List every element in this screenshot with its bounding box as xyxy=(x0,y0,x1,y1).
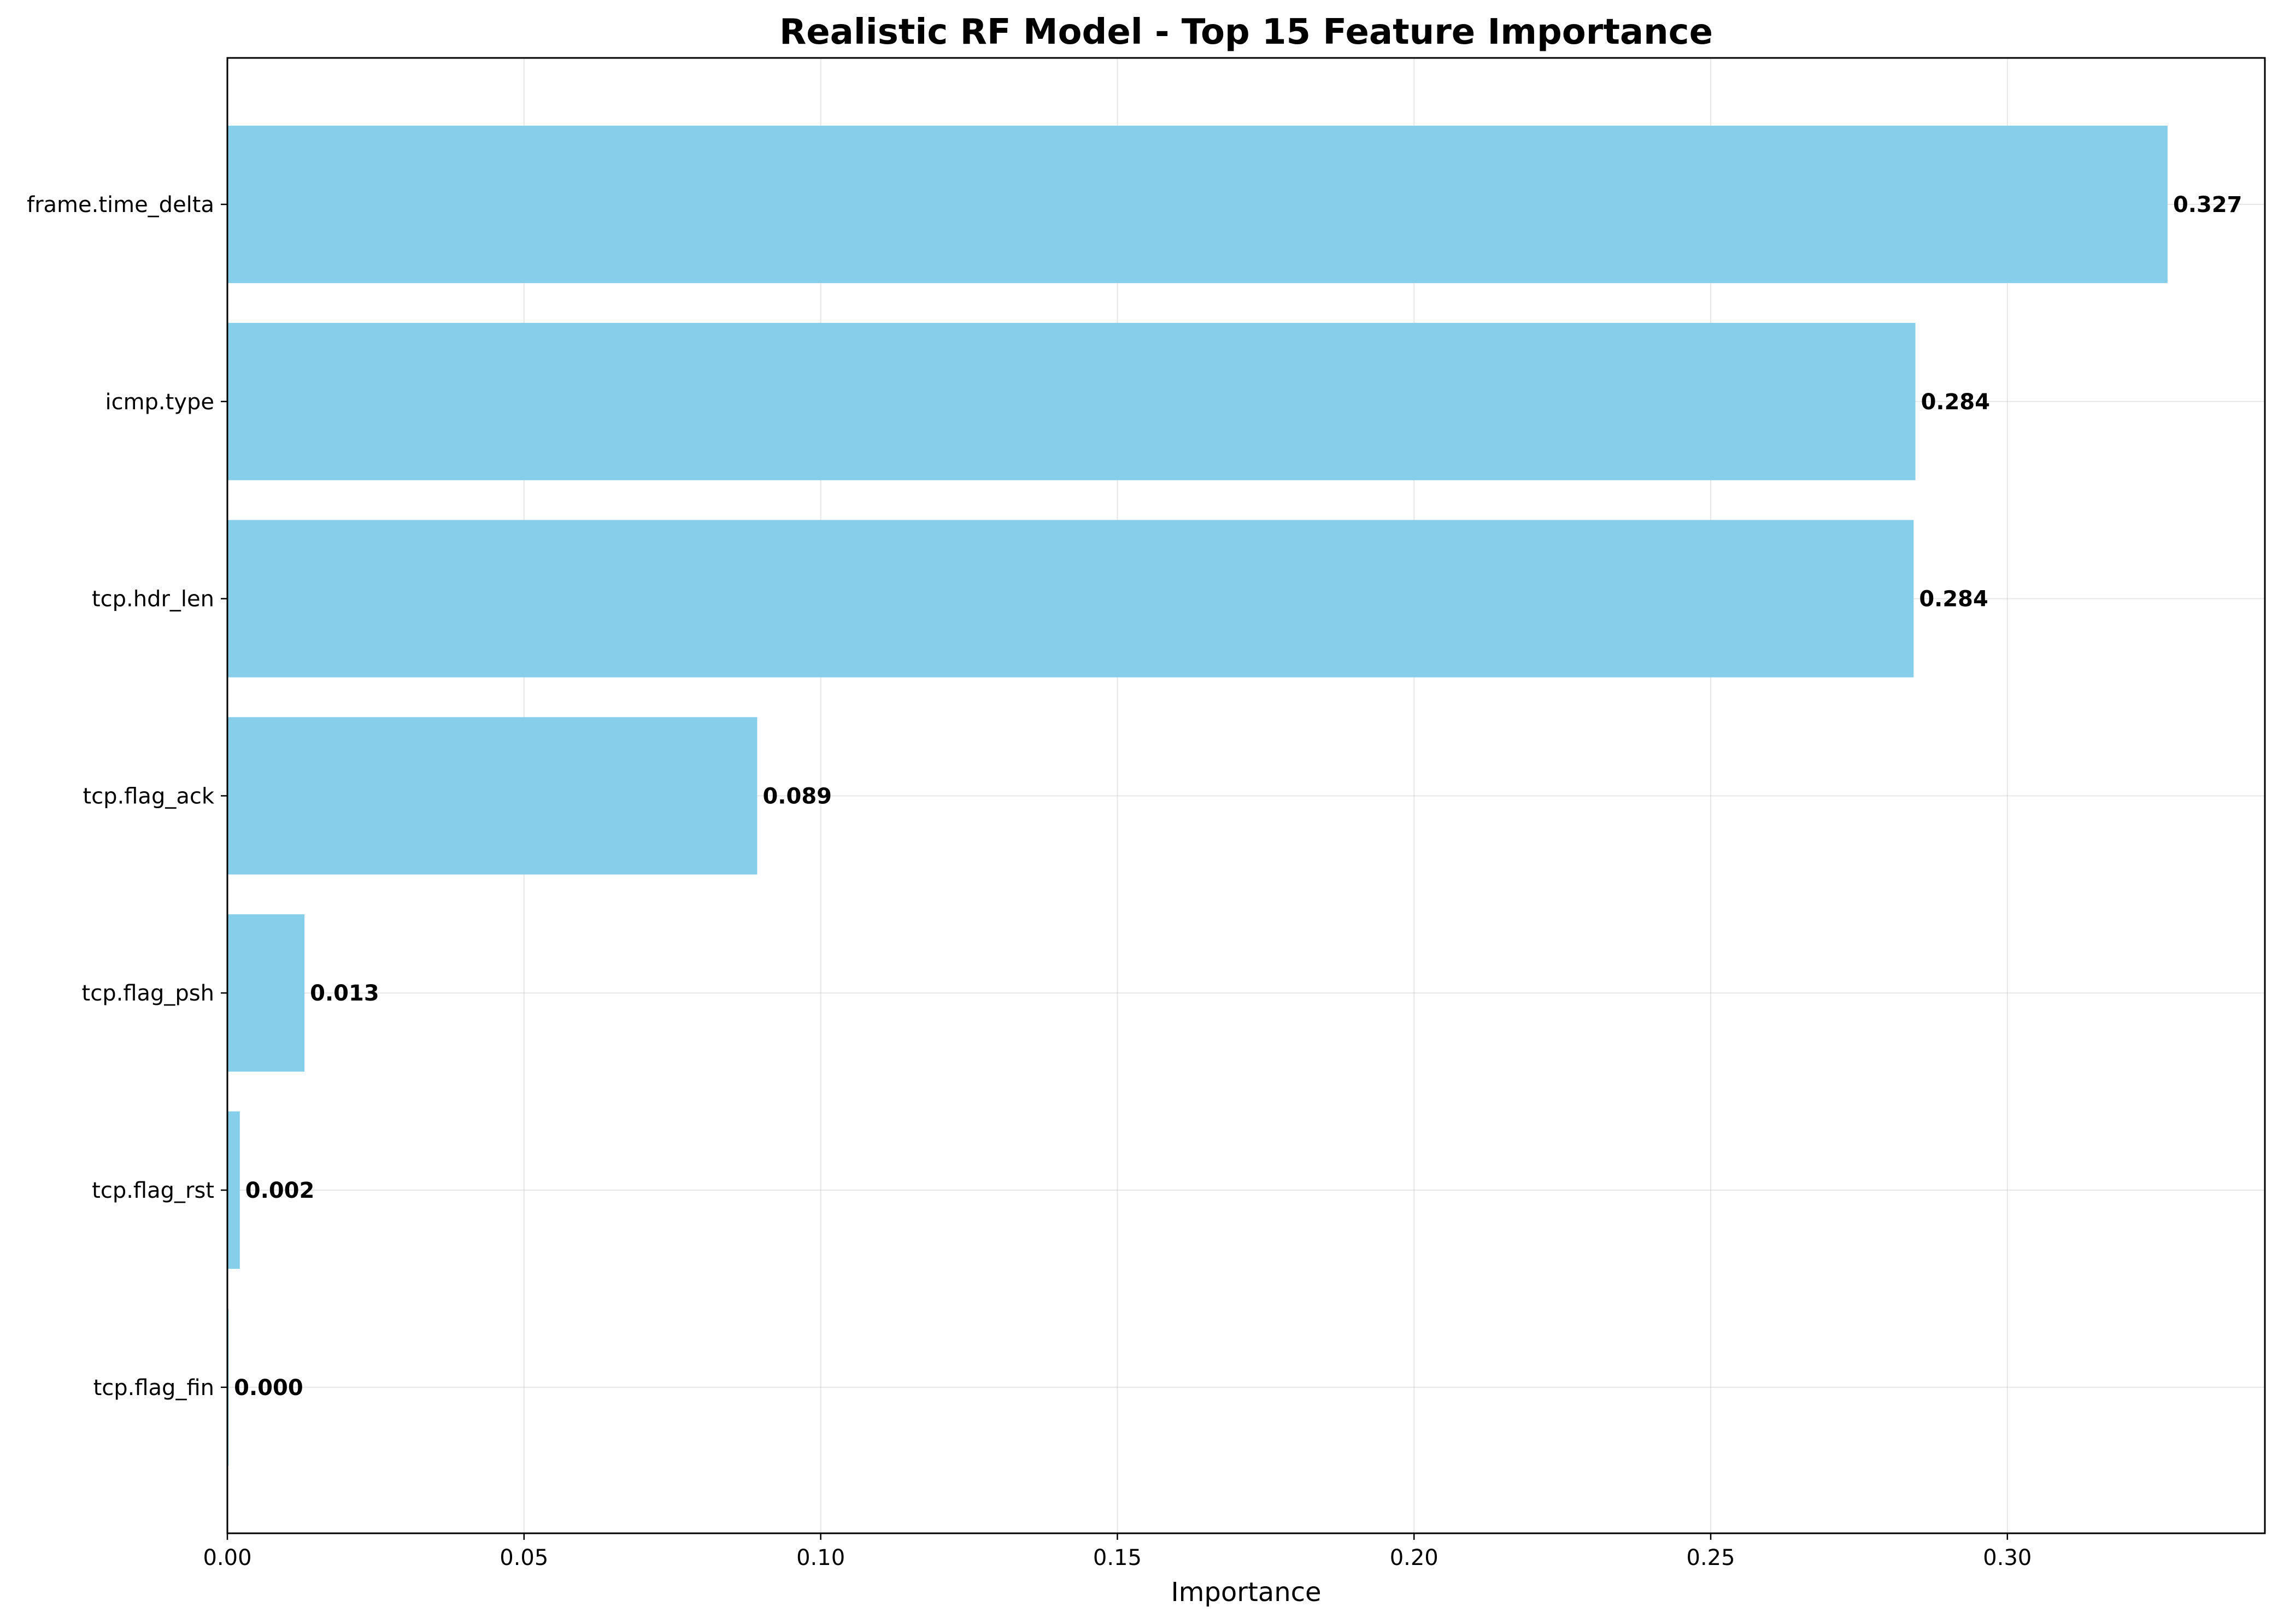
bar-value-label: 0.002 xyxy=(245,1178,315,1203)
x-tick-label: 0.10 xyxy=(796,1545,845,1570)
chart-title: Realistic RF Model - Top 15 Feature Impo… xyxy=(779,12,1713,52)
y-tick-label: frame.time_delta xyxy=(27,192,214,217)
y-tick-label: tcp.flag_psh xyxy=(82,981,214,1006)
x-tick-label: 0.00 xyxy=(203,1545,251,1570)
y-tick-label: tcp.flag_fin xyxy=(93,1375,214,1401)
bar-value-label: 0.284 xyxy=(1919,587,1988,612)
bar xyxy=(227,126,2168,283)
x-tick-label: 0.25 xyxy=(1687,1545,1735,1570)
ticks-layer: 0.00 0.05 0.10 0.15 0.20 0.25 0.30 frame.time_d… xyxy=(27,192,2032,1570)
bar xyxy=(227,1111,240,1269)
bar-value-label: 0.327 xyxy=(2173,192,2242,217)
bar-value-label: 0.089 xyxy=(762,784,832,809)
y-tick-label: icmp.type xyxy=(105,390,214,415)
bar xyxy=(227,717,758,875)
x-tick-label: 0.05 xyxy=(500,1545,548,1570)
y-tick-label: tcp.hdr_len xyxy=(92,587,214,612)
bar xyxy=(227,520,1914,678)
x-tick-label: 0.20 xyxy=(1390,1545,1439,1570)
data-labels-layer: 0.327 0.284 0.284 0.089 0.013 0.002 0.000 xyxy=(234,192,2242,1401)
bar-value-label: 0.284 xyxy=(1921,390,1991,415)
x-tick-label: 0.30 xyxy=(1983,1545,2032,1570)
bar xyxy=(227,914,305,1072)
bars-layer xyxy=(227,126,2168,1466)
bar-value-label: 0.000 xyxy=(234,1375,303,1401)
x-tick-label: 0.15 xyxy=(1093,1545,1142,1570)
y-tick-label: tcp.flag_rst xyxy=(92,1178,214,1203)
x-axis-label: Importance xyxy=(1171,1577,1321,1608)
bar-value-label: 0.013 xyxy=(310,981,379,1006)
bar xyxy=(227,322,1916,480)
y-tick-label: tcp.flag_ack xyxy=(83,784,214,809)
